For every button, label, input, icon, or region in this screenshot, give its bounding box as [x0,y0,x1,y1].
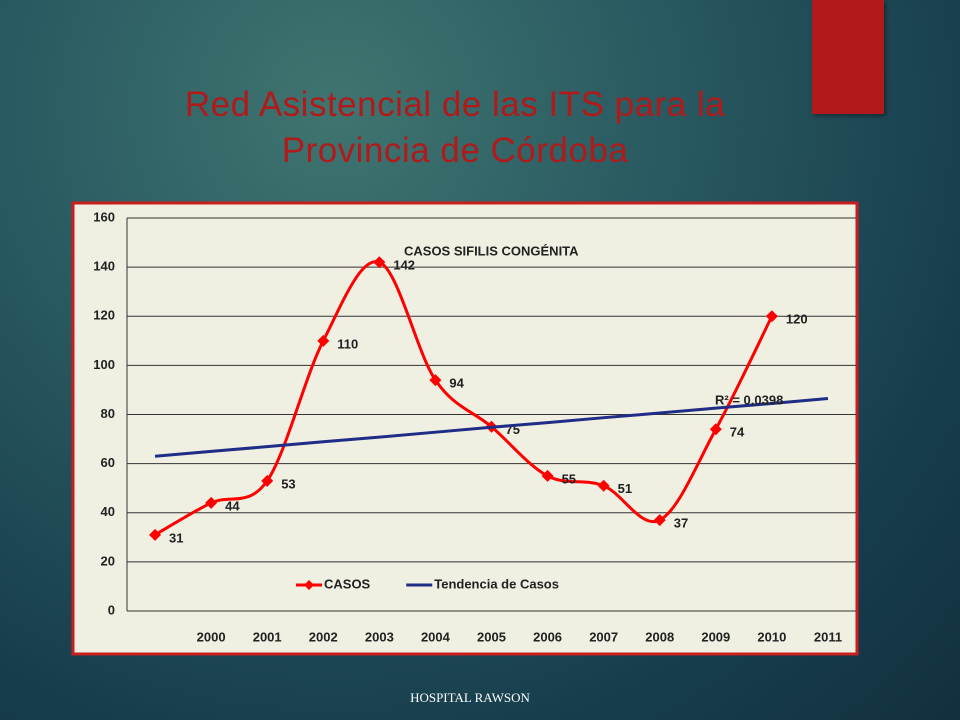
point-marker [149,528,162,541]
point-marker [541,469,554,482]
data-label: 51 [618,481,632,496]
x-tick-label: 2000 [197,629,226,644]
data-label: 53 [281,476,295,491]
x-tick-label: 2009 [701,629,730,644]
annotation: R² = 0,0398 [715,392,783,407]
x-tick-label: 2011 [814,629,842,644]
x-tick-label: 2008 [645,629,674,644]
data-label: 31 [169,530,183,545]
legend-label: Tendencia de Casos [434,576,559,591]
y-tick-label: 160 [93,209,115,224]
y-tick-label: 20 [101,553,115,568]
x-tick-label: 2010 [757,629,786,644]
point-marker [429,374,442,387]
footer: HOSPITAL RAWSON [410,690,530,705]
y-tick-label: 140 [93,259,115,274]
point-marker [205,496,218,509]
x-tick-label: 2006 [533,629,562,644]
x-tick-label: 2001 [253,629,282,644]
series-line [154,397,829,458]
data-label: 44 [225,498,240,513]
point-marker [317,334,330,347]
point-marker [709,423,722,436]
data-label: 37 [674,516,688,531]
legend-label: CASOS [324,576,371,591]
y-tick-label: 0 [108,602,115,617]
y-tick-label: 120 [93,308,115,323]
decor-block [812,0,884,114]
data-label: 120 [786,312,808,327]
point-marker [765,310,778,323]
slide-title: Red Asistencial de las ITS para la Provi… [184,85,726,170]
chart-title: CASOS SIFILIS CONGÉNITA [404,243,579,258]
data-label: 55 [562,471,576,486]
y-tick-label: 80 [101,406,115,421]
y-tick-label: 60 [101,455,115,470]
x-tick-label: 2003 [365,629,394,644]
point-marker [653,514,666,527]
point-marker [597,479,610,492]
x-tick-label: 2007 [589,629,618,644]
point-marker [373,256,386,269]
x-tick-label: 2005 [477,629,506,644]
y-tick-label: 100 [93,357,115,372]
x-tick-label: 2002 [309,629,338,644]
legend-marker [304,580,314,590]
data-label: 94 [449,376,464,391]
point-marker [261,474,274,487]
x-tick-label: 2004 [421,629,451,644]
data-label: 74 [730,425,745,440]
data-label: 110 [337,336,358,351]
data-label: 142 [393,258,415,273]
chart-frame [71,201,859,656]
y-tick-label: 40 [101,504,115,519]
